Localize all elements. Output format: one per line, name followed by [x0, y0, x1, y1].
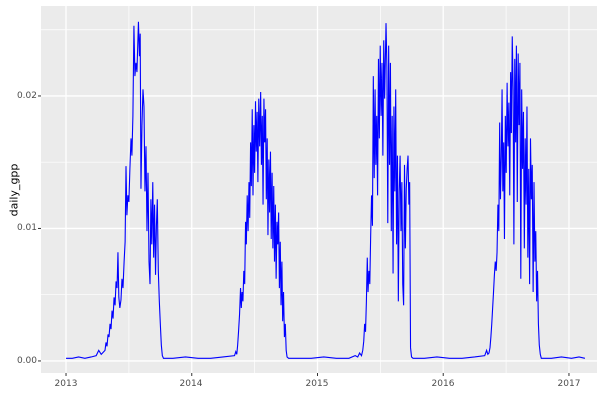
- x-tick-label-2015: 2015: [305, 379, 329, 389]
- x-tick-label-2013: 2013: [54, 379, 78, 389]
- y-tick-label-0.00: 0.00: [16, 356, 37, 366]
- y-tick-label-0.01: 0.01: [16, 223, 37, 233]
- gpp-line-series: [66, 21, 586, 359]
- y-axis-title: daily_gpp: [7, 163, 21, 217]
- x-tick-label-2014: 2014: [179, 379, 203, 389]
- x-tick-label-2016: 2016: [431, 379, 455, 389]
- x-tick-label-2017: 2017: [557, 379, 581, 389]
- y-tick-label-0.02: 0.02: [16, 91, 37, 101]
